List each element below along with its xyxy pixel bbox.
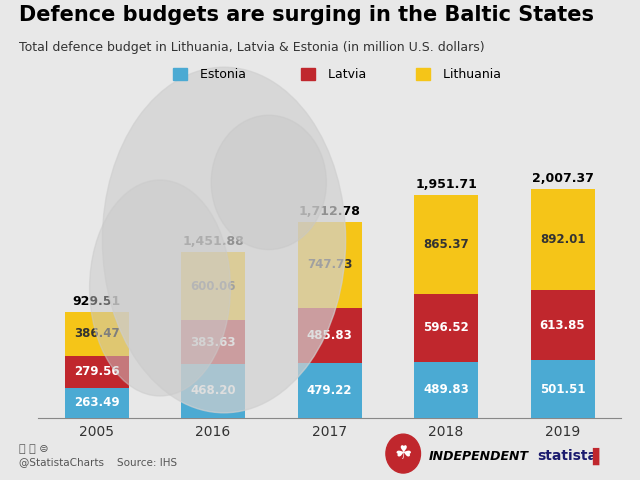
Text: ⓒ ⓘ ⊜: ⓒ ⓘ ⊜: [19, 444, 49, 454]
Text: 263.49: 263.49: [74, 396, 120, 409]
Bar: [65, 387, 129, 418]
Text: 1,712.78: 1,712.78: [299, 205, 360, 218]
Text: ☘: ☘: [394, 444, 412, 463]
Bar: [298, 308, 362, 363]
Bar: [65, 312, 129, 356]
Bar: [414, 195, 478, 294]
Text: 613.85: 613.85: [540, 319, 586, 332]
Bar: [65, 356, 129, 387]
Text: 479.22: 479.22: [307, 384, 353, 397]
Text: 2,007.37: 2,007.37: [532, 172, 593, 185]
Text: 929.51: 929.51: [72, 295, 121, 308]
Text: ▌: ▌: [592, 447, 605, 465]
Bar: [181, 321, 245, 364]
Bar: [298, 363, 362, 418]
Bar: [414, 294, 478, 362]
Text: Total defence budget in Lithuania, Latvia & Estonia (in million U.S. dollars): Total defence budget in Lithuania, Latvi…: [19, 41, 485, 54]
Text: Estonia: Estonia: [192, 68, 246, 81]
Text: Latvia: Latvia: [320, 68, 366, 81]
Text: 468.20: 468.20: [190, 384, 236, 397]
Text: 485.83: 485.83: [307, 329, 353, 342]
Text: 600.06: 600.06: [190, 280, 236, 293]
Text: Lithuania: Lithuania: [435, 68, 501, 81]
Text: 386.47: 386.47: [74, 327, 120, 340]
Bar: [181, 252, 245, 321]
Text: INDEPENDENT: INDEPENDENT: [429, 449, 529, 463]
Bar: [298, 222, 362, 308]
Text: 383.63: 383.63: [190, 336, 236, 349]
Bar: [531, 290, 595, 360]
Text: 1,451.88: 1,451.88: [182, 235, 244, 248]
Text: 501.51: 501.51: [540, 383, 586, 396]
Text: @StatistaCharts    Source: IHS: @StatistaCharts Source: IHS: [19, 457, 177, 467]
Text: statista: statista: [538, 449, 598, 463]
Text: 1,951.71: 1,951.71: [415, 178, 477, 191]
Bar: [414, 362, 478, 418]
Text: 596.52: 596.52: [423, 321, 469, 334]
Text: 747.73: 747.73: [307, 258, 352, 272]
Ellipse shape: [90, 180, 230, 396]
Circle shape: [386, 434, 420, 473]
Ellipse shape: [102, 67, 346, 413]
Text: Defence budgets are surging in the Baltic States: Defence budgets are surging in the Balti…: [19, 5, 594, 25]
Bar: [181, 364, 245, 418]
Text: 865.37: 865.37: [423, 238, 469, 251]
Text: 279.56: 279.56: [74, 365, 120, 378]
Bar: [531, 360, 595, 418]
Bar: [531, 189, 595, 290]
Text: 489.83: 489.83: [423, 383, 469, 396]
Ellipse shape: [211, 115, 326, 250]
Text: 892.01: 892.01: [540, 233, 586, 246]
